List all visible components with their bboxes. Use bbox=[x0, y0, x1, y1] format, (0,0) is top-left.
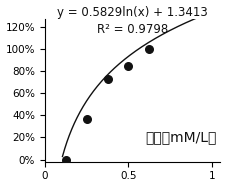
Point bbox=[147, 48, 151, 51]
Point bbox=[126, 64, 130, 67]
Point bbox=[105, 78, 109, 81]
Text: y = 0.5829ln(x) + 1.3413: y = 0.5829ln(x) + 1.3413 bbox=[57, 6, 207, 19]
Point bbox=[64, 158, 67, 161]
Point bbox=[85, 117, 88, 120]
Text: 浓度（mM/L）: 浓度（mM/L） bbox=[145, 131, 216, 145]
Text: R² = 0.9798: R² = 0.9798 bbox=[97, 23, 168, 36]
